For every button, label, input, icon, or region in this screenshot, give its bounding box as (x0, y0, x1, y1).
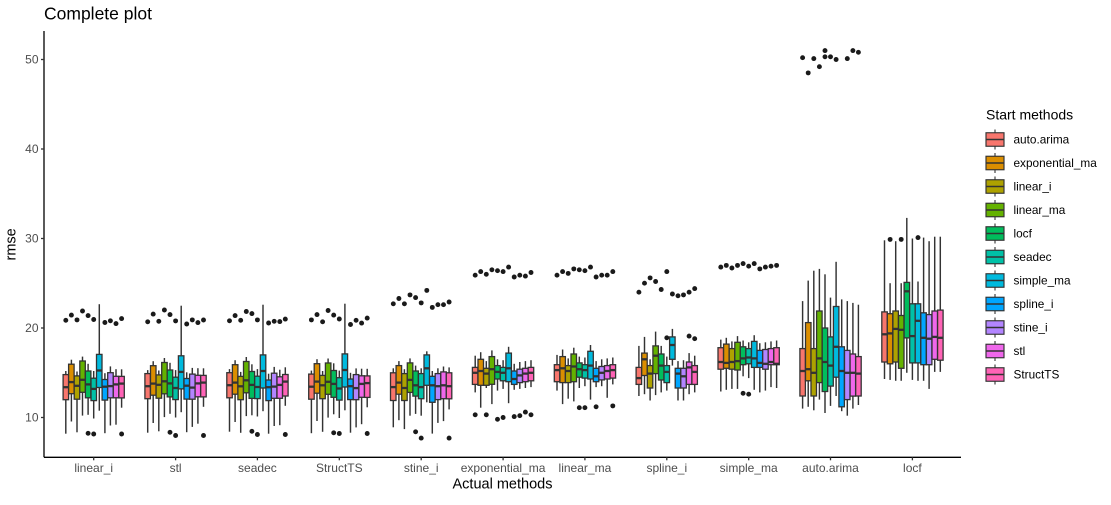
svg-text:StructTS: StructTS (1014, 368, 1060, 382)
svg-text:40: 40 (25, 142, 39, 156)
svg-text:Actual methods: Actual methods (453, 477, 553, 493)
svg-text:locf: locf (1014, 227, 1033, 241)
svg-text:locf: locf (903, 461, 922, 475)
svg-text:seadec: seadec (1014, 250, 1052, 264)
svg-text:exponential_ma: exponential_ma (1014, 156, 1098, 170)
svg-text:simple_ma: simple_ma (720, 461, 778, 475)
svg-text:linear_ma: linear_ma (559, 461, 612, 475)
svg-text:StructTS: StructTS (316, 461, 363, 475)
svg-text:stl: stl (170, 461, 182, 475)
svg-text:auto.arima: auto.arima (1014, 133, 1070, 147)
svg-text:linear_i: linear_i (1014, 180, 1052, 194)
svg-text:exponential_ma: exponential_ma (461, 461, 546, 475)
svg-text:auto.arima: auto.arima (802, 461, 859, 475)
svg-text:linear_ma: linear_ma (1014, 203, 1066, 217)
svg-text:stine_i: stine_i (404, 461, 439, 475)
svg-text:Start methods: Start methods (986, 107, 1073, 123)
svg-text:simple_ma: simple_ma (1014, 274, 1071, 288)
svg-text:20: 20 (25, 321, 39, 335)
svg-text:spline_i: spline_i (646, 461, 687, 475)
svg-text:50: 50 (25, 53, 39, 67)
svg-text:10: 10 (25, 411, 39, 425)
svg-text:rmse: rmse (4, 228, 20, 260)
svg-text:Complete plot: Complete plot (44, 4, 152, 24)
svg-text:stl: stl (1014, 344, 1026, 358)
svg-text:stine_i: stine_i (1014, 321, 1048, 335)
svg-text:spline_i: spline_i (1014, 297, 1054, 311)
svg-text:30: 30 (25, 232, 39, 246)
svg-text:seadec: seadec (238, 461, 277, 475)
svg-text:linear_i: linear_i (74, 461, 113, 475)
